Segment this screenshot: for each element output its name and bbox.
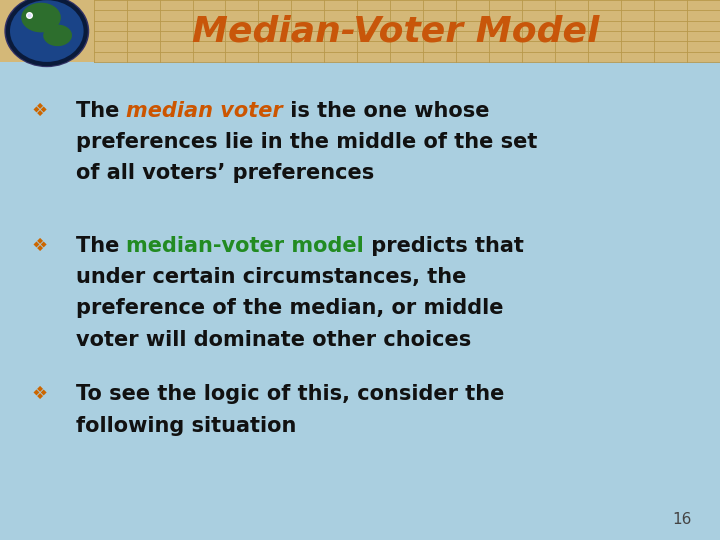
Text: is the one whose: is the one whose xyxy=(283,100,490,121)
Text: To see the logic of this, consider the: To see the logic of this, consider the xyxy=(76,384,504,404)
Text: Median-Voter Model: Median-Voter Model xyxy=(192,14,600,48)
Text: The: The xyxy=(76,235,126,256)
Text: predicts that: predicts that xyxy=(364,235,524,256)
Ellipse shape xyxy=(43,24,72,46)
FancyBboxPatch shape xyxy=(0,0,720,62)
Text: ❖: ❖ xyxy=(32,237,48,255)
Ellipse shape xyxy=(6,0,89,66)
Text: median-voter model: median-voter model xyxy=(126,235,364,256)
Text: median voter: median voter xyxy=(126,100,283,121)
Text: ❖: ❖ xyxy=(32,385,48,403)
Ellipse shape xyxy=(8,0,86,64)
Ellipse shape xyxy=(22,3,60,32)
Text: preferences lie in the middle of the set: preferences lie in the middle of the set xyxy=(76,132,537,152)
Text: The: The xyxy=(76,100,126,121)
Text: of all voters’ preferences: of all voters’ preferences xyxy=(76,163,374,184)
Text: ❖: ❖ xyxy=(32,102,48,120)
Text: voter will dominate other choices: voter will dominate other choices xyxy=(76,329,471,350)
Text: following situation: following situation xyxy=(76,415,296,436)
Text: 16: 16 xyxy=(672,511,691,526)
Text: preference of the median, or middle: preference of the median, or middle xyxy=(76,298,503,319)
Text: under certain circumstances, the: under certain circumstances, the xyxy=(76,267,466,287)
